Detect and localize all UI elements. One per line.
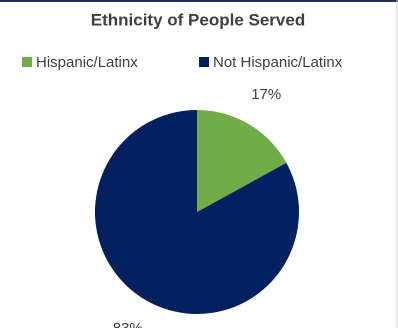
legend-label: Not Hispanic/Latinx bbox=[213, 54, 343, 71]
data-label: 17% bbox=[251, 86, 281, 103]
data-label: 83% bbox=[113, 320, 143, 328]
legend-swatch bbox=[199, 57, 209, 67]
legend-label: Hispanic/Latinx bbox=[36, 54, 138, 71]
legend-swatch bbox=[22, 57, 32, 67]
pie-slice bbox=[197, 110, 287, 212]
pie-slice bbox=[94, 110, 300, 314]
chart-title: Ethnicity of People Served bbox=[91, 10, 305, 29]
